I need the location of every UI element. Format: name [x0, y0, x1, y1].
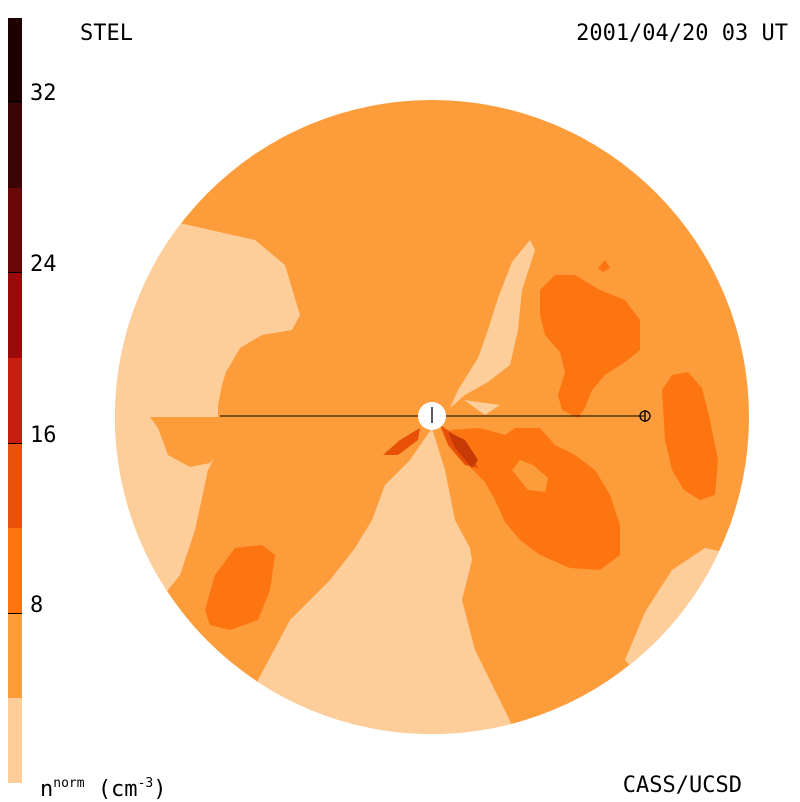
unit-superscript: norm [53, 776, 85, 791]
colorbar-segment [8, 188, 22, 273]
credit-label: CASS/UCSD [622, 773, 742, 798]
colorbar-segment [8, 528, 22, 613]
colorbar-segment [8, 358, 22, 443]
dark-region-b [383, 428, 420, 455]
colorbar-tick [8, 613, 22, 614]
light-hole [512, 460, 548, 492]
light-finger-north [450, 240, 535, 408]
darkest-region [448, 432, 478, 468]
medium-region-southeast [450, 428, 620, 570]
colorbar-tick-label: 8 [30, 593, 44, 618]
unit-rest: (cm [97, 777, 138, 802]
colorbar-tick-label: 16 [30, 423, 57, 448]
unit-exponent: -3 [137, 776, 154, 791]
colorbar-tick-label: 32 [30, 81, 57, 106]
medium-region-northeast [540, 275, 640, 418]
colorbar-segment [8, 18, 22, 103]
density-disc [115, 100, 749, 734]
colorbar-segment [8, 443, 22, 528]
colorbar [8, 18, 22, 783]
unit-close: ) [153, 777, 167, 802]
timestamp: 2001/04/20 03 UT [576, 21, 788, 46]
colorbar-segment [8, 103, 22, 188]
plot-title: STEL [80, 21, 133, 46]
colorbar-tick-label: 24 [30, 252, 57, 277]
medium-speck [598, 260, 610, 272]
light-sliver [464, 400, 500, 415]
medium-region-southwest [205, 545, 275, 630]
colorbar-unit-label: nnorm (cm-3) [40, 772, 166, 802]
colorbar-segment [8, 273, 22, 358]
colorbar-segment [8, 698, 22, 783]
unit-base: n [40, 777, 54, 802]
colorbar-tick [8, 101, 22, 102]
colorbar-tick [8, 443, 22, 444]
colorbar-tick [8, 272, 22, 273]
medium-region-east [662, 372, 718, 500]
colorbar-segment [8, 613, 22, 698]
light-region-south [258, 428, 512, 734]
